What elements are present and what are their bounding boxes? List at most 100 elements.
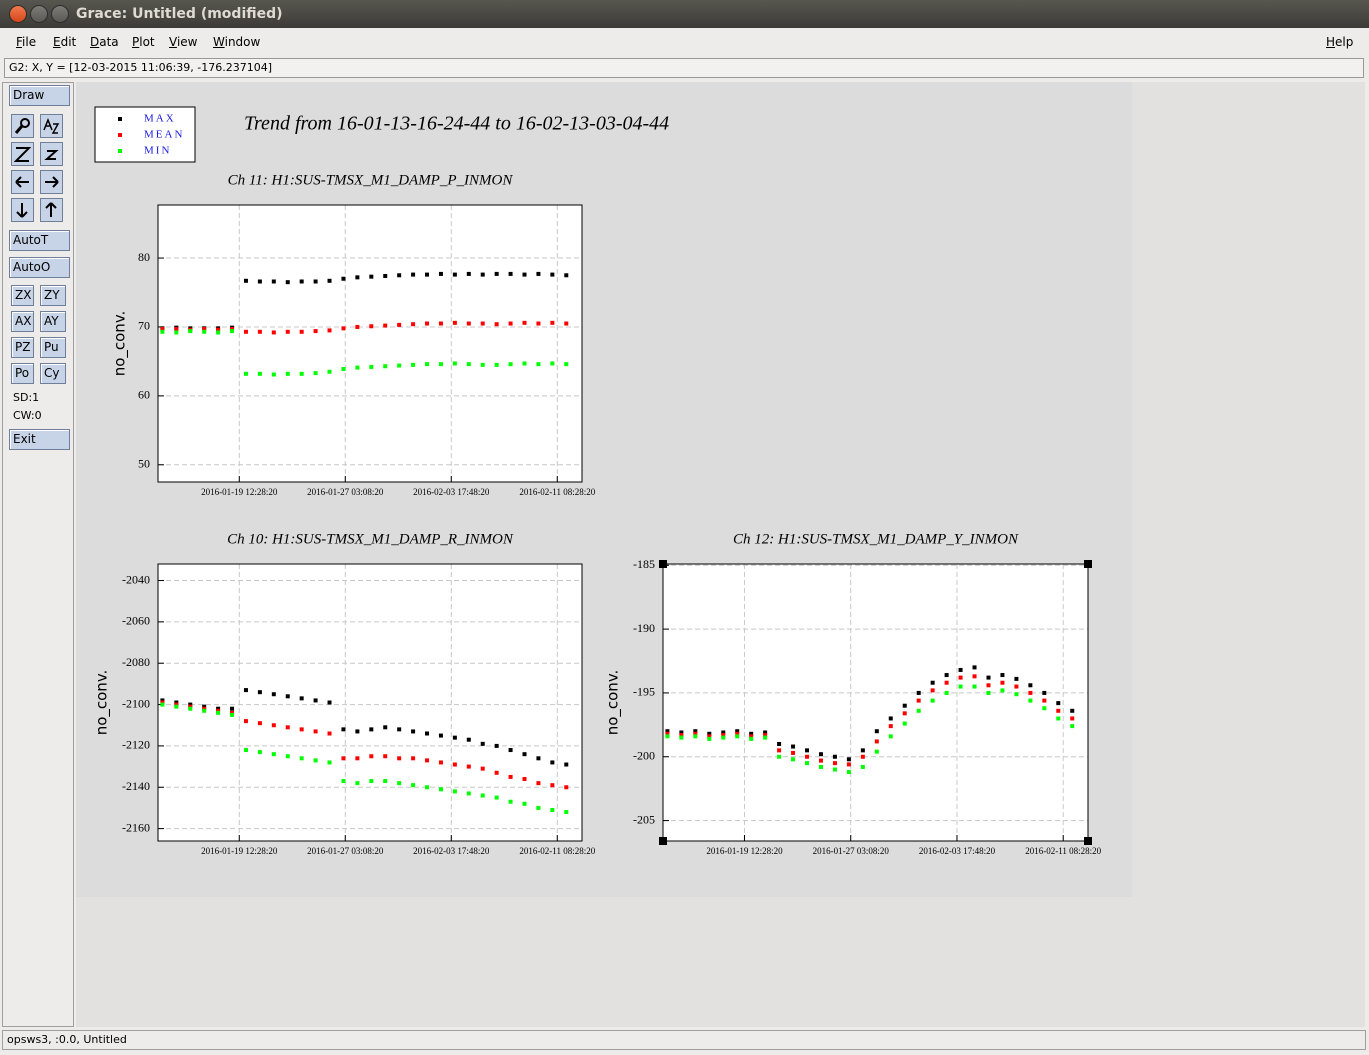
legend-marker [118, 149, 122, 153]
data-point [874, 749, 879, 754]
data-point [930, 688, 935, 693]
data-point [160, 700, 165, 705]
tool-button[interactable]: Pu [40, 337, 66, 358]
menu-item[interactable]: Help [1326, 35, 1354, 49]
data-point [679, 733, 684, 738]
data-point [944, 690, 949, 695]
data-point [383, 364, 388, 369]
tool-button[interactable]: Po [11, 363, 34, 384]
close-button[interactable] [9, 5, 27, 23]
data-point [536, 362, 541, 367]
data-point [202, 329, 207, 334]
data-point [313, 758, 318, 763]
data-point [202, 706, 207, 711]
x-tick-label: 2016-01-27 03:08:20 [307, 487, 384, 497]
tool-button[interactable]: AX [11, 311, 34, 332]
data-point [508, 799, 513, 804]
data-point [944, 680, 949, 685]
menu-item[interactable]: Data [90, 35, 119, 49]
exit-button[interactable]: Exit [9, 429, 70, 450]
data-point [257, 690, 262, 695]
left-button[interactable] [11, 170, 34, 194]
autoscale-button[interactable]: AutoO [9, 257, 70, 278]
window-title: Grace: Untitled (modified) [76, 6, 283, 22]
legend-label: MAX [144, 113, 176, 125]
menu-item[interactable]: Edit [53, 35, 77, 49]
data-point [425, 758, 430, 763]
legend-label: MEAN [144, 129, 184, 141]
data-point [902, 721, 907, 726]
data-point [888, 724, 893, 729]
data-point [707, 731, 712, 736]
data-point [494, 271, 499, 276]
data-point [749, 731, 754, 736]
text-button[interactable] [40, 114, 63, 138]
data-point [438, 362, 443, 367]
up-button[interactable] [40, 198, 63, 222]
data-point [749, 736, 754, 741]
x-tick-label: 2016-02-03 17:48:20 [413, 487, 490, 497]
data-point [508, 362, 513, 367]
x-tick-label: 2016-02-11 08:28:20 [519, 846, 595, 856]
data-point [972, 684, 977, 689]
x-tick-label: 2016-01-19 12:28:20 [201, 487, 278, 497]
data-point [160, 698, 165, 703]
data-point [564, 362, 569, 367]
data-point [327, 700, 332, 705]
data-point [341, 756, 346, 761]
data-point [397, 322, 402, 327]
data-point [188, 706, 193, 711]
data-point [425, 731, 430, 736]
data-point [1000, 673, 1005, 678]
down-button[interactable] [11, 198, 34, 222]
data-point [972, 674, 977, 679]
data-point [355, 365, 360, 370]
data-point [550, 807, 555, 812]
legend-marker [118, 133, 122, 137]
data-point [805, 748, 810, 753]
tool-button[interactable]: Cy [40, 363, 66, 384]
draw-button[interactable]: Draw [9, 85, 70, 106]
data-point [958, 675, 963, 680]
plot-frame [662, 563, 1089, 842]
data-point [818, 764, 823, 769]
data-point [411, 322, 416, 327]
tool-button[interactable]: AY [40, 311, 66, 332]
data-point [355, 781, 360, 786]
data-point [1028, 683, 1033, 688]
tool-button[interactable]: ZX [11, 285, 34, 306]
menu-item[interactable]: View [169, 35, 198, 49]
data-point [438, 733, 443, 738]
data-point [313, 329, 318, 334]
set-info: CW:0 [13, 409, 42, 422]
zoom-in-button[interactable] [11, 142, 34, 166]
zoom-button[interactable] [11, 114, 34, 138]
data-point [1042, 706, 1047, 711]
data-point [1014, 676, 1019, 681]
menu-item[interactable]: Window [213, 35, 261, 49]
tool-button[interactable]: ZY [40, 285, 66, 306]
maximize-button[interactable] [51, 5, 69, 23]
data-point [707, 736, 712, 741]
tool-button[interactable]: PZ [11, 337, 34, 358]
data-point [1014, 684, 1019, 689]
data-point [327, 760, 332, 765]
data-point [536, 271, 541, 276]
data-point [791, 757, 796, 762]
data-point [397, 781, 402, 786]
data-point [188, 704, 193, 709]
data-point [397, 273, 402, 278]
autoscale-button[interactable]: AutoT [9, 230, 70, 251]
data-point [397, 727, 402, 732]
minimize-button[interactable] [30, 5, 48, 23]
y-tick-label: -2040 [122, 572, 150, 586]
menu-item[interactable]: File [16, 35, 37, 49]
data-point [216, 708, 221, 713]
data-point [383, 725, 388, 730]
data-point [888, 716, 893, 721]
data-point [466, 271, 471, 276]
zoom-out-button[interactable] [40, 142, 63, 166]
data-point [299, 756, 304, 761]
right-button[interactable] [40, 170, 63, 194]
menu-item[interactable]: Plot [132, 35, 155, 49]
